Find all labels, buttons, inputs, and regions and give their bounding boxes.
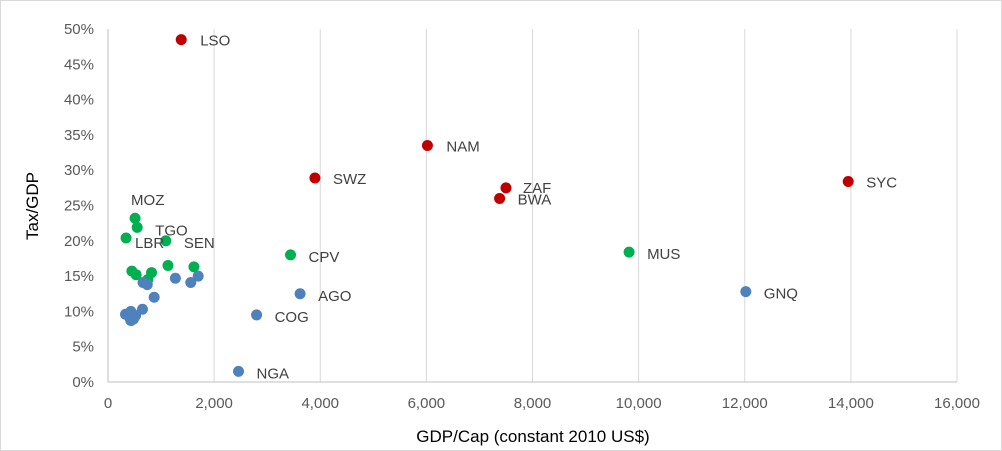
data-point <box>148 291 160 303</box>
x-tick-label: 16,000 <box>934 395 980 412</box>
data-label: MUS <box>647 246 680 263</box>
x-tick-label: 4,000 <box>301 395 339 412</box>
x-axis-title: GDP/Cap (constant 2010 US$) <box>416 427 649 446</box>
data-label: AGO <box>318 288 351 305</box>
x-tick-label: 8,000 <box>514 395 552 412</box>
x-tick-label: 0 <box>104 395 112 412</box>
y-tick-label: 45% <box>64 56 94 73</box>
y-tick-label: 40% <box>64 92 94 109</box>
data-point <box>192 270 204 282</box>
data-point <box>251 309 263 321</box>
data-point <box>185 276 197 288</box>
y-tick-label: 0% <box>72 374 94 391</box>
axes <box>107 29 957 383</box>
data-label: TGO <box>155 222 188 239</box>
y-axis-title: Tax/GDP <box>23 172 42 240</box>
data-point <box>127 313 139 325</box>
x-tick-label: 12,000 <box>722 395 768 412</box>
data-label: ZAF <box>523 180 551 197</box>
data-label: GNQ <box>764 286 798 303</box>
data-point <box>160 235 172 247</box>
tick-labels: 0 2,000 4,000 6,000 8,000 10,000 12,000 14,000 1… <box>64 21 980 412</box>
data-point <box>309 172 321 184</box>
data-point <box>188 261 200 273</box>
data-label: MOZ <box>131 192 164 209</box>
data-point <box>500 182 512 194</box>
data-point <box>162 260 174 272</box>
data-label: SWZ <box>333 171 366 188</box>
x-tick-label: 2,000 <box>195 395 233 412</box>
y-tick-label: 50% <box>64 21 94 38</box>
x-tick-label: 14,000 <box>828 395 874 412</box>
data-label: NAM <box>446 138 479 155</box>
data-point <box>141 279 153 291</box>
y-tick-label: 5% <box>72 339 94 356</box>
data-point <box>285 249 297 261</box>
data-point <box>494 192 506 204</box>
data-label: SEN <box>184 235 215 252</box>
data-point <box>740 286 752 298</box>
data-point <box>623 246 635 258</box>
data-label: CPV <box>309 249 340 266</box>
data-point <box>421 139 433 151</box>
y-tick-label: 25% <box>64 198 94 215</box>
data-point <box>129 212 141 224</box>
y-tick-label: 20% <box>64 233 94 250</box>
x-tick-label: 10,000 <box>616 395 662 412</box>
data-label: LBR <box>135 235 164 252</box>
data-point <box>842 175 854 187</box>
y-tick-label: 35% <box>64 127 94 144</box>
data-label: SYC <box>866 174 897 191</box>
data-point <box>131 221 143 233</box>
y-tick-label: 15% <box>64 268 94 285</box>
data-point <box>120 232 132 244</box>
data-label: COG <box>275 309 309 326</box>
gridlines <box>213 29 958 382</box>
y-tick-label: 10% <box>64 303 94 320</box>
data-point <box>294 288 306 300</box>
data-label: LSO <box>200 33 230 50</box>
data-point <box>169 272 181 284</box>
data-label: BWA <box>518 191 552 208</box>
data-point <box>175 34 187 46</box>
data-points <box>120 34 854 377</box>
data-point <box>130 269 142 281</box>
x-tick-label: 6,000 <box>408 395 446 412</box>
data-label: NGA <box>257 365 290 382</box>
y-tick-label: 30% <box>64 162 94 179</box>
data-point <box>233 365 245 377</box>
